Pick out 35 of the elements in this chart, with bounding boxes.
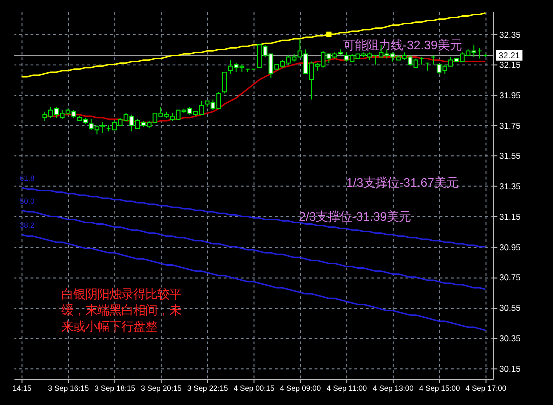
x-tick-label: 3 Sep 20:15	[141, 384, 182, 393]
x-tick-label: 3 Sep 18:15	[94, 384, 136, 393]
y-tick-label: 31.15	[500, 212, 522, 222]
series-label: 50.0	[20, 196, 35, 206]
x-tick-label: 14:15	[12, 384, 32, 393]
x-tick-label: 4 Sep 09:00	[280, 384, 322, 393]
y-tick-label: 32.35	[500, 30, 522, 40]
x-tick-label: 4 Sep 11:00	[326, 384, 368, 393]
y-tick-label: 32.15	[500, 60, 522, 70]
y-tick-label: 30.95	[500, 242, 522, 252]
y-tick-label: 30.75	[500, 272, 522, 283]
y-tick-label: 31.95	[500, 90, 522, 101]
x-tick-label: 4 Sep 00:15	[234, 384, 275, 393]
y-tick-label: 30.35	[500, 333, 522, 344]
series-label: 38.2	[20, 221, 35, 230]
y-tick-label: 30.55	[500, 303, 522, 314]
annotation: 可能阻力线-32.39美元	[343, 38, 462, 53]
annotation: 白银阴阳烛录得比较平缓，末端黑白相间，未来或小幅下行盘整	[62, 288, 182, 334]
annotation: 2/3支撑位-31.39美元	[299, 210, 412, 224]
y-tick-label: 31.75	[500, 120, 522, 131]
line-series	[21, 187, 486, 248]
x-tick-label: 4 Sep 17:00	[466, 384, 507, 393]
x-tick-label: 4 Sep 13:00	[373, 384, 414, 393]
x-tick-label: 3 Sep 16:15	[48, 384, 90, 393]
y-tick-label: 31.55	[500, 151, 522, 162]
x-tick-label: 4 Sep 15:00	[419, 384, 460, 393]
line-series	[21, 234, 486, 332]
ref-line-label: 32.21	[498, 50, 520, 61]
x-tick-label: 3 Sep 22:15	[187, 384, 228, 393]
series-label: 61.8	[20, 174, 35, 184]
annotation: 1/3支撑位-31.67美元	[346, 176, 458, 190]
line-series	[21, 12, 486, 78]
y-tick-label: 31.35	[500, 182, 522, 192]
y-tick-label: 30.15	[500, 364, 522, 374]
candlestick	[222, 72, 228, 94]
